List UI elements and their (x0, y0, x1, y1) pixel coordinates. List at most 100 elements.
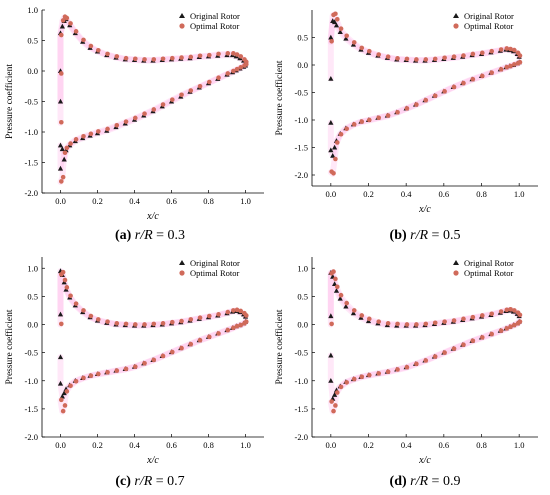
optimal-rotor-point (179, 345, 184, 351)
optimal-rotor-point (238, 308, 244, 314)
original-rotor-point (57, 142, 64, 148)
optimal-rotor-point (81, 37, 86, 43)
optimal-rotor-point (81, 308, 86, 313)
y-tick-label: 0.5 (27, 291, 38, 301)
optimal-rotor-point (508, 324, 513, 330)
chart-panel-b: -2.0 -1.5 -1.0 -0.5 0.0 0.5 0.0 0.2 0.4 0.6 0.8 1.0… (274, 10, 538, 215)
optimal-rotor-point (480, 313, 485, 318)
optimal-rotor-point (88, 313, 94, 319)
x-tick-label: 0.2 (363, 440, 374, 450)
original-rotor-point (343, 303, 349, 309)
optimal-rotor-point (376, 115, 382, 121)
optimal-rotor-point (88, 131, 94, 137)
x-tick-label: 0.2 (363, 189, 374, 199)
y-tick-label: -1.5 (295, 143, 308, 153)
original-rotor-point (57, 354, 64, 360)
legend-label-optimal: Optimal Rotor (464, 21, 514, 31)
legend-triangle-icon (453, 13, 459, 18)
optimal-rotor-point (470, 338, 476, 344)
optimal-rotor-point (423, 321, 429, 327)
optimal-rotor-point (367, 316, 372, 322)
x-tick-label: 0.8 (476, 440, 487, 450)
optimal-rotor-point (376, 371, 382, 376)
y-axis-label: Pressure coefficient (274, 60, 285, 135)
optimal-rotor-point (216, 331, 221, 336)
optimal-rotor-point (197, 315, 203, 321)
optimal-rotor-point (68, 141, 73, 146)
legend-label-original: Original Rotor (464, 258, 514, 268)
optimal-rotor-point (338, 131, 344, 137)
caption-b-letter: (b) (389, 228, 407, 243)
y-axis-label: Pressure coefficient (4, 64, 15, 139)
optimal-rotor-point (432, 320, 438, 326)
caption-b-eq: = 0.5 (431, 228, 461, 243)
optimal-rotor-point (238, 54, 244, 59)
optimal-rotor-point (188, 54, 194, 60)
y-tick-label: 0.0 (297, 60, 308, 70)
y-tick-label: 0.5 (297, 33, 308, 43)
x-tick-label: 0.0 (326, 189, 337, 199)
optimal-rotor-point (451, 54, 457, 59)
x-tick-label: 0.0 (55, 196, 66, 206)
optimal-rotor-point (359, 45, 365, 51)
optimal-rotor-point (105, 51, 110, 57)
optimal-rotor-point (385, 54, 391, 59)
optimal-rotor-point (60, 269, 66, 275)
optimal-rotor-point (142, 57, 147, 62)
optimal-rotor-point (331, 408, 336, 414)
y-tick-label: 0.0 (297, 320, 308, 330)
optimal-rotor-point (81, 375, 86, 381)
optimal-rotor-point (59, 71, 64, 76)
optimal-rotor-point (238, 65, 244, 70)
original-rotor-point (57, 311, 64, 317)
legend-label-optimal: Optimal Rotor (190, 268, 240, 278)
optimal-rotor-point (64, 389, 70, 394)
optimal-rotor-point (385, 321, 391, 326)
x-tick-label: 0.4 (129, 440, 140, 450)
optimal-rotor-point (114, 368, 120, 373)
optimal-rotor-point (404, 56, 410, 62)
original-rotor-point (328, 377, 334, 383)
x-tick-label: 0.4 (401, 189, 412, 199)
optimal-rotor-point (470, 51, 476, 57)
optimal-rotor-point (338, 26, 344, 31)
x-tick-label: 0.6 (439, 440, 450, 450)
optimal-rotor-point (105, 319, 110, 324)
caption-d: (d) r/R = 0.9 (390, 474, 461, 490)
optimal-rotor-point (88, 373, 94, 378)
optimal-rotor-point (133, 115, 138, 121)
optimal-rotor-point (142, 322, 147, 327)
optimal-rotor-point (461, 80, 466, 86)
optimal-rotor-point (404, 322, 410, 327)
optimal-rotor-point (414, 322, 419, 327)
y-tick-label: 1.0 (27, 5, 38, 15)
series-glow (327, 59, 523, 177)
optimal-rotor-point (334, 284, 340, 290)
caption-c: (c) r/R = 0.7 (115, 474, 184, 490)
optimal-rotor-point (489, 311, 495, 317)
optimal-rotor-point (151, 357, 157, 363)
optimal-rotor-point (151, 107, 157, 112)
optimal-rotor-point (216, 75, 221, 81)
optimal-rotor-point (62, 150, 68, 156)
optimal-rotor-point (207, 313, 212, 319)
optimal-rotor-point (395, 367, 400, 372)
optimal-rotor-point (338, 292, 344, 298)
y-tick-label: -1.5 (25, 158, 38, 168)
optimal-rotor-point (351, 40, 357, 45)
chart-panel-d: -2.0 -1.5 -1.0 -0.5 0.0 0.5 1.0 0.0 0.2 0.4 0.6 0.8… (274, 257, 538, 466)
optimal-rotor-point (207, 334, 212, 340)
optimal-rotor-point (160, 321, 166, 326)
caption-c-var: r/R (134, 474, 153, 489)
optimal-rotor-point (351, 122, 357, 127)
optimal-rotor-point (62, 277, 68, 283)
optimal-rotor-point (432, 354, 438, 359)
optimal-rotor-point (123, 119, 129, 124)
optimal-rotor-point (517, 59, 523, 65)
caption-d-eq: = 0.9 (431, 474, 461, 489)
y-tick-label: -0.5 (25, 348, 38, 358)
optimal-rotor-point (59, 179, 64, 184)
optimal-rotor-point (123, 366, 129, 372)
